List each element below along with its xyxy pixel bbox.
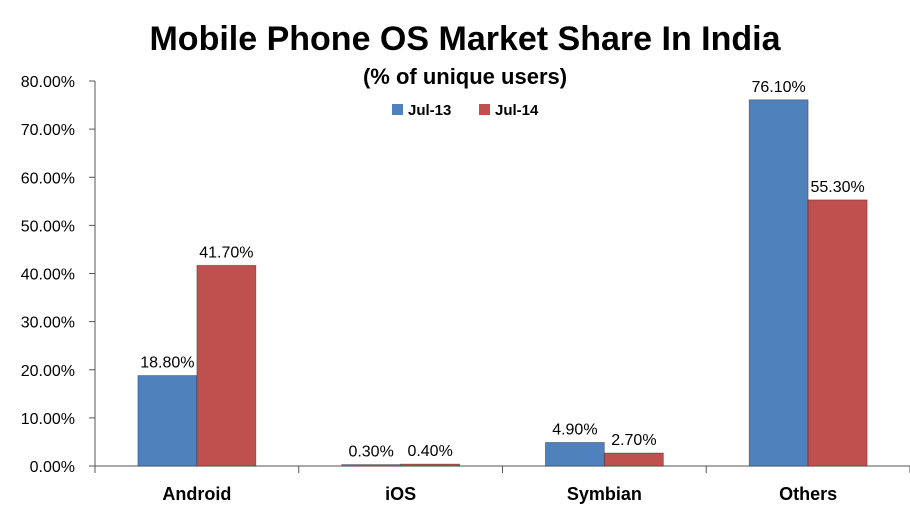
legend-swatch-jul-13 — [392, 104, 403, 115]
y-tick-label: 60.00% — [21, 170, 75, 187]
bars — [137, 99, 868, 467]
legend-label-jul-13: Jul-13 — [408, 102, 451, 119]
legend: Jul-13 Jul-14 — [392, 102, 539, 119]
category-label-others: Others — [779, 484, 837, 504]
category-label-android: Android — [162, 484, 231, 504]
category-label-symbian: Symbian — [567, 484, 642, 504]
y-tick-label: 20.00% — [21, 363, 75, 380]
data-label-android-jul-14: 41.70% — [199, 244, 253, 261]
bar-android-jul-14 — [196, 264, 257, 467]
chart-subtitle: (% of unique users) — [363, 64, 567, 89]
data-label-android-jul-13: 18.80% — [140, 355, 194, 372]
bar-ios-jul-13 — [341, 464, 402, 467]
y-axis: 0.00% 10.00% 20.00% 30.00% 40.00% 50.00% 60.00… — [21, 74, 96, 476]
y-tick-label: 70.00% — [21, 122, 75, 139]
data-label-others-jul-13: 76.10% — [751, 79, 805, 96]
bar-others-jul-14 — [807, 199, 868, 467]
legend-swatch-jul-14 — [479, 104, 490, 115]
y-tick-label: 40.00% — [21, 267, 75, 284]
bar-others-jul-13 — [748, 99, 809, 467]
y-tick-label: 0.00% — [30, 459, 75, 476]
data-label-ios-jul-14: 0.40% — [407, 443, 452, 460]
chart-title: Mobile Phone OS Market Share In India — [149, 20, 781, 58]
category-labels: Android iOS Symbian Others — [162, 484, 837, 504]
x-axis — [94, 465, 910, 473]
data-label-symbian-jul-13: 4.90% — [552, 421, 597, 438]
y-tick-label: 50.00% — [21, 218, 75, 235]
legend-label-jul-14: Jul-14 — [495, 102, 539, 119]
y-tick-label: 80.00% — [21, 74, 75, 91]
data-labels: 18.80% 41.70% 0.30% 0.40% 4.90% 2.70% 76.10% 55… — [140, 79, 865, 461]
bar-ios-jul-14 — [400, 463, 461, 467]
data-label-ios-jul-13: 0.30% — [348, 444, 393, 461]
data-label-symbian-jul-14: 2.70% — [611, 432, 656, 449]
data-label-others-jul-14: 55.30% — [810, 179, 864, 196]
category-label-ios: iOS — [385, 484, 416, 504]
bar-symbian-jul-14 — [603, 452, 664, 467]
y-tick-label: 30.00% — [21, 315, 75, 332]
bar-android-jul-13 — [137, 375, 198, 467]
y-tick-label: 10.00% — [21, 411, 75, 428]
bar-symbian-jul-13 — [544, 442, 605, 467]
